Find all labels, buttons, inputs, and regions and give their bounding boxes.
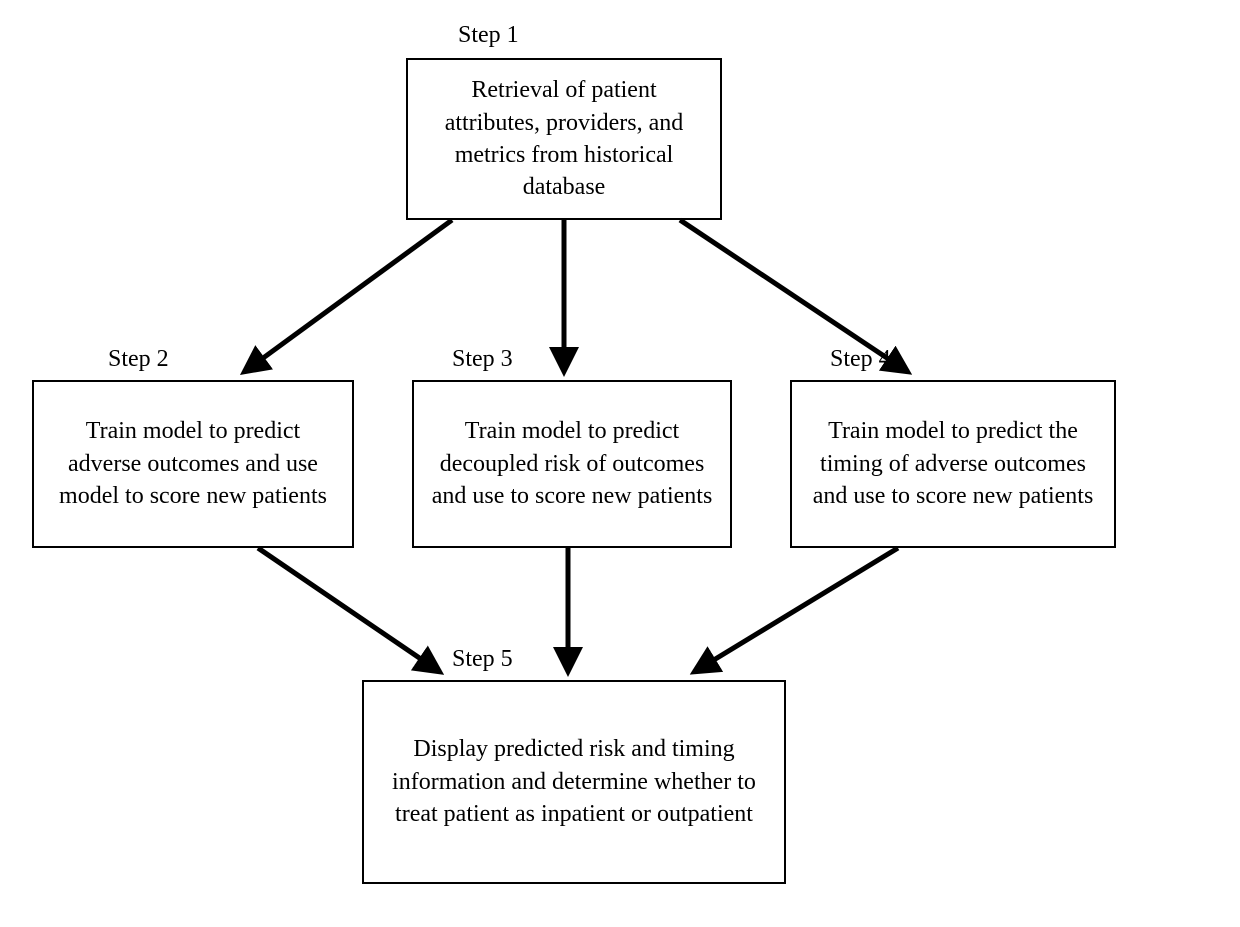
step1-box: Retrieval of patient attributes, provide…: [406, 58, 722, 220]
step3-label: Step 3: [452, 346, 513, 373]
step2-box: Train model to predict adverse outcomes …: [32, 380, 354, 548]
step1-label: Step 1: [458, 22, 519, 49]
step1-text: Retrieval of patient attributes, provide…: [422, 74, 706, 204]
step4-label: Step 4: [830, 346, 891, 373]
step3-box: Train model to predict decoupled risk of…: [412, 380, 732, 548]
step2-label: Step 2: [108, 346, 169, 373]
step3-text: Train model to predict decoupled risk of…: [428, 415, 716, 512]
step5-text: Display predicted risk and timing inform…: [378, 733, 770, 830]
step4-box: Train model to predict the timing of adv…: [790, 380, 1116, 548]
step5-label: Step 5: [452, 646, 513, 673]
step4-text: Train model to predict the timing of adv…: [806, 415, 1100, 512]
step2-text: Train model to predict adverse outcomes …: [48, 415, 338, 512]
step5-box: Display predicted risk and timing inform…: [362, 680, 786, 884]
